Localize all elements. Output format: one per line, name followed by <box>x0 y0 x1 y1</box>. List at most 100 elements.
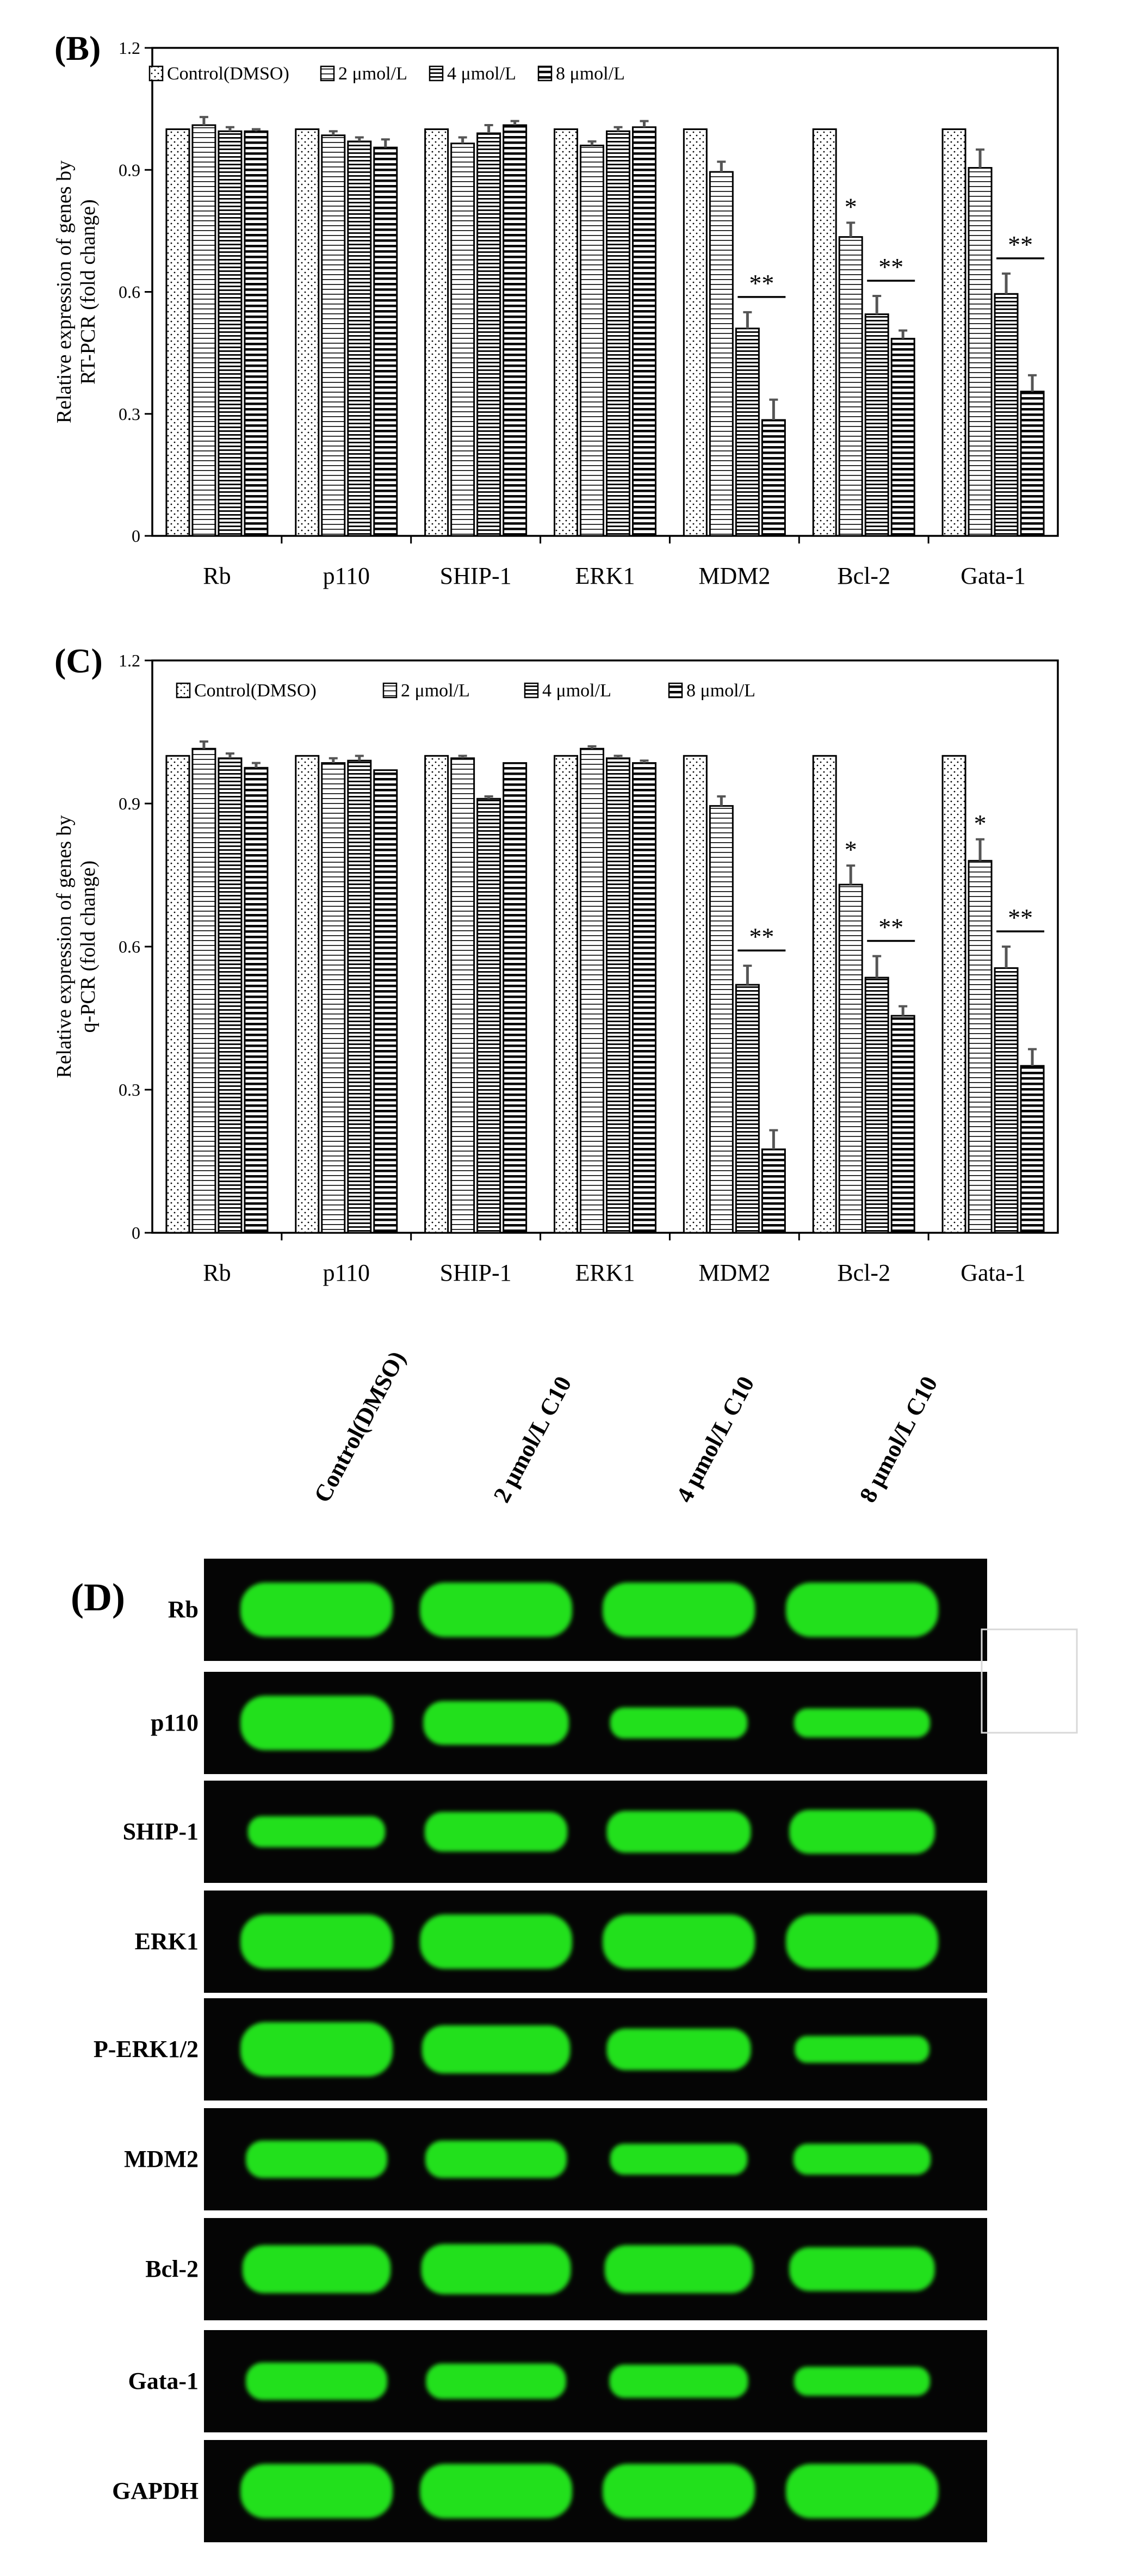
bar <box>165 128 190 537</box>
plot-frame <box>151 47 1059 537</box>
blot-band <box>240 1583 393 1637</box>
bar <box>476 798 501 1234</box>
protein-label: Rb <box>168 1596 199 1623</box>
plot-frame <box>151 659 1059 1234</box>
bar <box>554 755 578 1234</box>
y-tick-label: 0 <box>132 1223 140 1243</box>
blot-band <box>786 1583 938 1637</box>
legend-swatch <box>176 682 191 699</box>
bar <box>1020 1065 1045 1234</box>
blot-band <box>423 1701 569 1745</box>
x-tick-label: Gata-1 <box>960 1259 1026 1286</box>
blot-band <box>606 1811 751 1853</box>
q-pcr-bar-chart: (C) 0 0.3 0.6 0.9 1.2 Relative expression of g… <box>53 641 1059 1286</box>
bar <box>606 130 630 537</box>
blot-band <box>610 1707 748 1739</box>
bar <box>735 328 760 537</box>
bar <box>941 755 966 1234</box>
x-tick-label: Gata-1 <box>960 563 1026 589</box>
blot-band <box>424 1812 568 1852</box>
protein-label: GAPDH <box>112 2478 199 2504</box>
bar <box>890 1015 915 1234</box>
blot-band <box>240 1914 393 1969</box>
bar <box>761 1148 786 1234</box>
blot-band <box>603 1583 755 1637</box>
significance-marker: ** <box>878 253 903 281</box>
bar <box>864 977 889 1234</box>
panel-label: (B) <box>54 29 101 67</box>
bar <box>191 748 216 1234</box>
rt-pcr-bar-chart: (B) 0 0.3 0.6 0.9 1.2 Relative expression of g… <box>53 29 1059 589</box>
significance-marker: ** <box>1008 231 1033 258</box>
blot-band <box>420 1583 572 1637</box>
blot-band <box>240 1696 393 1750</box>
blot-band <box>786 1914 938 1969</box>
blot-band <box>789 2247 935 2291</box>
y-axis-label: Relative expression of genes by <box>53 160 76 423</box>
x-tick-label: ERK1 <box>575 1259 635 1286</box>
significance-marker: * <box>845 836 857 863</box>
bar <box>503 124 528 537</box>
legend-swatch <box>524 682 539 699</box>
x-tick-label: Rb <box>203 563 231 589</box>
bar <box>812 755 837 1234</box>
bar <box>191 124 216 537</box>
blot-band <box>426 2363 566 2399</box>
x-tick-label: SHIP-1 <box>440 1259 512 1286</box>
blot-band <box>609 2364 748 2398</box>
significance-marker: ** <box>1008 904 1033 931</box>
protein-label: ERK1 <box>135 1928 199 1955</box>
bar <box>373 146 398 537</box>
lane-label: 4 μmol/L C10 <box>671 1372 760 1507</box>
blot-band <box>604 2245 753 2294</box>
bar <box>994 293 1019 537</box>
bar <box>683 755 708 1234</box>
legend-entry: 2 μmol/L <box>401 681 470 701</box>
legend-swatch <box>668 682 683 699</box>
protein-label: MDM2 <box>124 2146 199 2172</box>
y-tick-label: 0.3 <box>119 404 140 424</box>
bar <box>968 167 993 537</box>
bar <box>1020 391 1045 537</box>
bar <box>606 757 630 1234</box>
bar <box>838 236 863 537</box>
blot-band <box>246 2362 387 2400</box>
bar <box>450 757 475 1234</box>
blot-band <box>240 2464 393 2518</box>
x-tick-label: MDM2 <box>698 563 770 589</box>
x-tick-label: SHIP-1 <box>440 563 512 589</box>
significance-marker: ** <box>749 269 774 297</box>
blot-band <box>420 2464 572 2518</box>
lane-label: 2 μmol/L C10 <box>488 1372 577 1507</box>
bar <box>450 143 475 537</box>
protein-label: Bcl-2 <box>145 2256 199 2282</box>
blot-band <box>242 2245 391 2294</box>
legend-swatch <box>537 65 553 82</box>
blot-band <box>603 1914 755 1969</box>
bar <box>683 128 708 537</box>
bar <box>424 755 449 1234</box>
y-tick-label: 1.2 <box>119 38 140 58</box>
legend-entry: 2 μmol/L <box>338 64 407 84</box>
bar <box>244 767 269 1234</box>
x-tick-label: Bcl-2 <box>837 563 890 589</box>
blot-band <box>422 2025 571 2074</box>
protein-label: Gata-1 <box>128 2368 199 2394</box>
legend-entry: Control(DMSO) <box>194 681 317 701</box>
blot-band <box>794 2367 930 2396</box>
legend-entry: 4 μmol/L <box>447 64 516 84</box>
significance-marker: * <box>845 193 857 220</box>
bar <box>632 762 656 1234</box>
y-tick-label: 1.2 <box>119 651 140 670</box>
legend-entry: 8 μmol/L <box>556 64 625 84</box>
protein-label: p110 <box>151 1709 199 1736</box>
blot-band <box>425 2140 567 2178</box>
x-tick-label: p110 <box>323 563 370 589</box>
bar <box>994 967 1019 1234</box>
x-tick-label: ERK1 <box>575 563 635 589</box>
bar <box>580 748 604 1234</box>
x-tick-label: Bcl-2 <box>837 1259 890 1286</box>
y-axis-label: RT-PCR (fold change) <box>77 199 100 384</box>
y-axis-label: q-PCR (fold change) <box>77 861 100 1033</box>
